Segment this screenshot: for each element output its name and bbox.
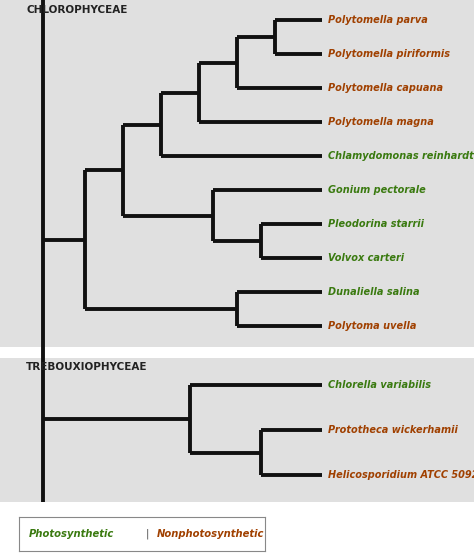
Text: Dunaliella salina: Dunaliella salina — [328, 287, 419, 297]
Text: Chlamydomonas reinhardtii: Chlamydomonas reinhardtii — [328, 152, 474, 162]
Text: Volvox carteri: Volvox carteri — [328, 254, 404, 264]
Text: Polytomella piriformis: Polytomella piriformis — [328, 49, 450, 59]
Text: Pleodorina starrii: Pleodorina starrii — [328, 219, 424, 229]
Text: Polytomella parva: Polytomella parva — [328, 16, 428, 26]
Text: Prototheca wickerhamii: Prototheca wickerhamii — [328, 425, 458, 435]
Text: Photosynthetic: Photosynthetic — [29, 529, 114, 539]
Text: Helicosporidium ATCC 50920: Helicosporidium ATCC 50920 — [328, 470, 474, 480]
Text: Polytomella magna: Polytomella magna — [328, 118, 434, 128]
Text: Nonphotosynthetic: Nonphotosynthetic — [157, 529, 264, 539]
Text: Gonium pectorale: Gonium pectorale — [328, 185, 426, 195]
Text: Chlorella variabilis: Chlorella variabilis — [328, 380, 431, 390]
Text: |: | — [146, 529, 149, 539]
Text: CHLOROPHYCEAE: CHLOROPHYCEAE — [26, 5, 128, 15]
Text: Polytoma uvella: Polytoma uvella — [328, 321, 417, 331]
Text: TREBOUXIOPHYCEAE: TREBOUXIOPHYCEAE — [26, 362, 147, 372]
Text: Polytomella capuana: Polytomella capuana — [328, 83, 443, 93]
